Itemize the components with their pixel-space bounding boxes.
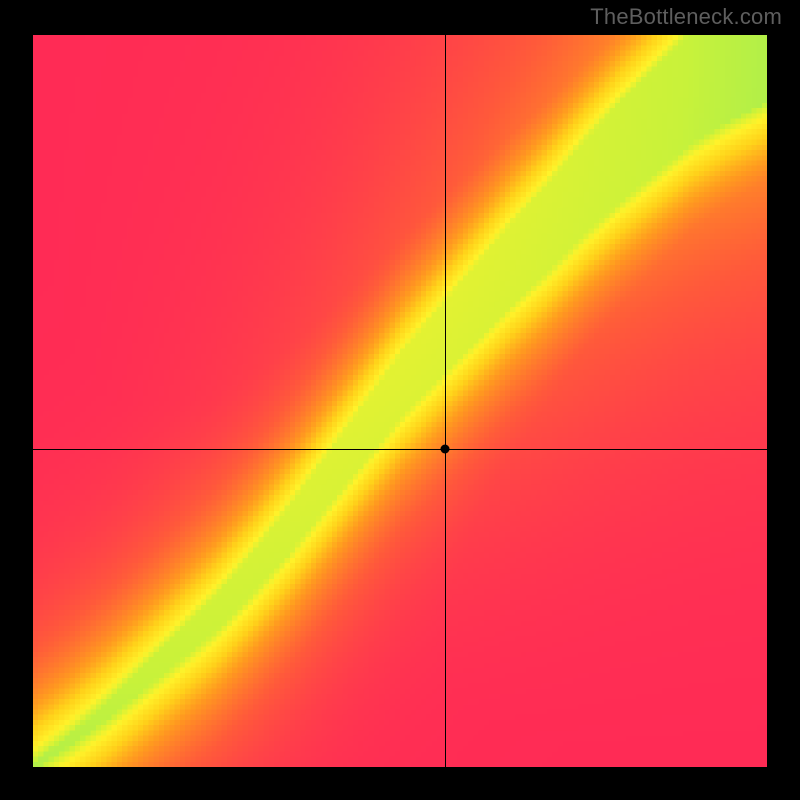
heatmap-canvas <box>33 35 767 767</box>
crosshair-horizontal <box>33 449 767 450</box>
watermark-text: TheBottleneck.com <box>590 4 782 30</box>
crosshair-vertical <box>445 35 446 767</box>
heatmap-plot <box>33 35 767 767</box>
crosshair-marker <box>440 445 449 454</box>
